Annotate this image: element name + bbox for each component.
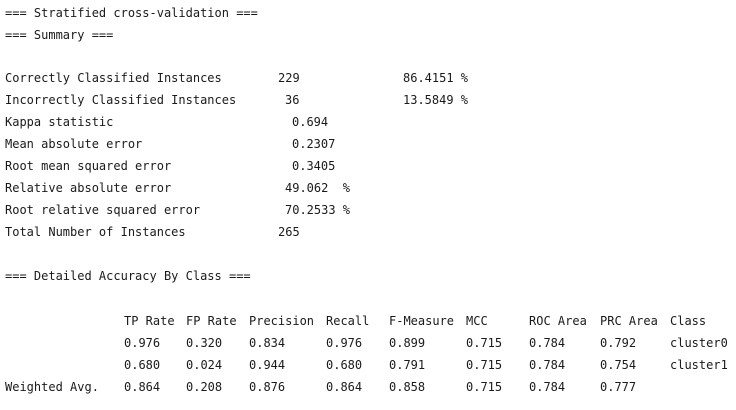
table-cell: 0.784 <box>529 336 566 350</box>
table-cell: 0.791 <box>389 358 426 372</box>
summary-value: 265 <box>278 225 300 239</box>
summary-value: 229 <box>278 71 300 85</box>
summary-label: Incorrectly Classified Instances <box>5 93 237 107</box>
table-cell: 0.715 <box>466 336 503 350</box>
summary-label: Correctly Classified Instances <box>5 71 222 85</box>
table-cell: 0.864 <box>124 380 161 394</box>
table-cell: 0.944 <box>249 358 286 372</box>
table-cell: 0.754 <box>600 358 637 372</box>
column-header: F-Measure <box>389 314 455 328</box>
column-header: ROC Area <box>529 314 587 328</box>
table-cell: 0.834 <box>249 336 286 350</box>
table-cell: 0.976 <box>326 336 363 350</box>
table-cell: 0.899 <box>389 336 426 350</box>
table-cell: 0.792 <box>600 336 637 350</box>
summary-label: Kappa statistic <box>5 115 114 129</box>
table-cell: 0.024 <box>186 358 223 372</box>
column-header: TP Rate <box>124 314 175 328</box>
summary-value: 0.3405 <box>292 159 336 173</box>
summary-value: 49.062 % <box>285 181 351 195</box>
summary-label: Mean absolute error <box>5 137 143 151</box>
table-cell: 0.680 <box>124 358 161 372</box>
table-cell: 0.680 <box>326 358 363 372</box>
table-cell: 0.208 <box>186 380 223 394</box>
summary-label: Relative absolute error <box>5 181 172 195</box>
summary-label: Root relative squared error <box>5 203 201 217</box>
cv-heading: === Stratified cross-validation === <box>5 6 258 20</box>
summary-percent: 13.5849 % <box>403 93 469 107</box>
summary-label: Root mean squared error <box>5 159 172 173</box>
table-cell: 0.715 <box>466 358 503 372</box>
summary-label: Total Number of Instances <box>5 225 186 239</box>
column-header: Recall <box>326 314 370 328</box>
table-cell: 0.320 <box>186 336 223 350</box>
table-cell: 0.864 <box>326 380 363 394</box>
summary-heading: === Summary === <box>5 28 114 42</box>
table-cell: 0.858 <box>389 380 426 394</box>
table-cell: 0.715 <box>466 380 503 394</box>
summary-value: 70.2533 % <box>285 203 351 217</box>
table-cell: cluster0 <box>670 336 728 350</box>
column-header: FP Rate <box>186 314 237 328</box>
column-header: Precision <box>249 314 315 328</box>
table-cell: 0.784 <box>529 358 566 372</box>
column-header: MCC <box>466 314 488 328</box>
table-cell: 0.777 <box>600 380 637 394</box>
table-cell: 0.876 <box>249 380 286 394</box>
table-cell: 0.976 <box>124 336 161 350</box>
row-label: Weighted Avg. <box>5 380 99 394</box>
summary-percent: 86.4151 % <box>403 71 469 85</box>
table-cell: cluster1 <box>670 358 728 372</box>
table-cell: 0.784 <box>529 380 566 394</box>
summary-value: 36 <box>285 93 300 107</box>
summary-value: 0.2307 <box>292 137 336 151</box>
column-header: Class <box>670 314 707 328</box>
summary-value: 0.694 <box>292 115 329 129</box>
column-header: PRC Area <box>600 314 658 328</box>
detailed-heading: === Detailed Accuracy By Class === <box>5 269 251 283</box>
